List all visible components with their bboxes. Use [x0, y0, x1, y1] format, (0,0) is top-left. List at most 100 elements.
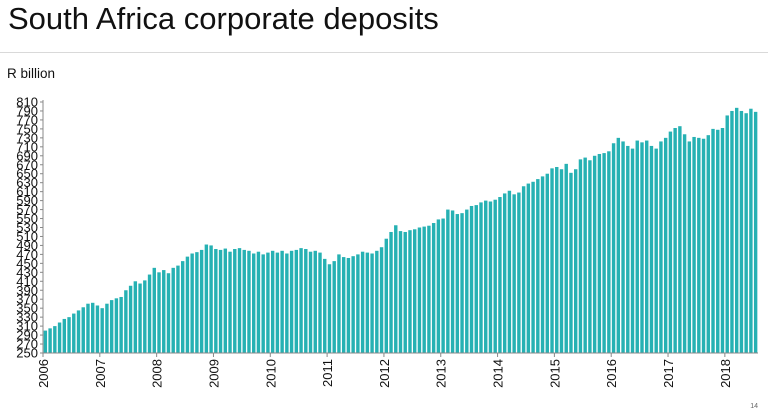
bar [57, 322, 62, 353]
y-axis-tick-labels: 2502702903103303503703904104304504704905… [16, 95, 38, 361]
bar [645, 140, 649, 353]
bar [72, 313, 76, 353]
bar [152, 267, 156, 353]
y-tick-label: 410 [16, 274, 38, 289]
bar [171, 267, 175, 353]
bar [394, 225, 398, 353]
bar [280, 250, 284, 353]
bar [204, 244, 209, 353]
bar [76, 310, 81, 353]
bar [512, 194, 516, 353]
x-axis-tick-labels: 2006 2007 2008 2009 2010 2011 2012 2013 2014 2015… [36, 359, 733, 388]
bar [640, 142, 644, 353]
bar [531, 181, 535, 353]
bar [285, 253, 289, 353]
bar [607, 151, 611, 353]
bar [502, 193, 507, 353]
bar [569, 172, 573, 353]
bar [488, 201, 493, 353]
y-tick-label: 690 [16, 148, 38, 163]
bar [413, 229, 417, 353]
bar [626, 145, 630, 353]
bar [53, 326, 57, 353]
bar [147, 274, 152, 353]
bar [559, 169, 564, 353]
bar [474, 205, 478, 353]
x-tick-label: 2015 [547, 359, 562, 388]
bar [86, 303, 90, 353]
bar [370, 253, 374, 353]
bar [701, 138, 706, 353]
bar [289, 250, 294, 353]
bar [436, 219, 441, 353]
y-tick-label: 350 [16, 301, 38, 316]
bar [294, 249, 299, 353]
y-tick-label: 510 [16, 229, 38, 244]
bar [389, 231, 393, 353]
bar [199, 249, 204, 353]
bar [43, 330, 48, 353]
bar [744, 113, 748, 354]
bar [616, 137, 621, 353]
bar [668, 131, 673, 353]
bar [597, 153, 602, 353]
bar [384, 238, 388, 353]
y-tick-label: 790 [16, 103, 38, 118]
bar [91, 302, 95, 353]
x-tick-label: 2011 [320, 359, 335, 387]
bar [223, 248, 228, 353]
bar [749, 108, 753, 353]
bar [592, 155, 597, 353]
bar [351, 256, 355, 353]
bar [649, 145, 654, 353]
bar [109, 300, 114, 353]
bar [270, 250, 275, 353]
bar [157, 272, 161, 353]
bar [659, 141, 663, 353]
bar [573, 169, 578, 353]
bar [114, 298, 119, 353]
bar [697, 137, 701, 353]
y-tick-label: 670 [16, 157, 38, 172]
y-tick-label: 330 [16, 310, 38, 325]
bar [455, 214, 460, 353]
bar [252, 253, 256, 353]
bar [318, 252, 322, 353]
y-tick-label: 390 [16, 283, 38, 298]
x-tick-label: 2016 [604, 359, 619, 388]
bar [635, 140, 639, 353]
bar [356, 254, 360, 353]
bar [124, 290, 128, 353]
bar [105, 303, 109, 353]
y-tick-label: 310 [16, 319, 38, 334]
y-tick-label: 650 [16, 166, 38, 181]
bar [465, 209, 469, 353]
bar [417, 227, 422, 353]
bar [479, 202, 483, 353]
bar [218, 249, 223, 353]
x-tick-label: 2010 [263, 359, 278, 388]
y-tick-label: 370 [16, 292, 38, 307]
bar [441, 218, 445, 353]
bar [95, 305, 100, 353]
x-tick-label: 2018 [718, 359, 733, 388]
bar [526, 183, 531, 353]
bar [62, 318, 67, 353]
bar [337, 254, 341, 353]
bar [266, 252, 270, 353]
bar [498, 197, 502, 353]
y-tick-label: 470 [16, 247, 38, 262]
bar [536, 179, 540, 353]
x-tick-label: 2017 [661, 359, 676, 388]
bar [166, 273, 171, 353]
bar [180, 261, 185, 353]
bar [247, 250, 251, 353]
bar [403, 231, 407, 353]
bar [304, 249, 308, 353]
bar [48, 328, 52, 353]
y-tick-label: 430 [16, 265, 38, 280]
bar [162, 270, 166, 353]
bar [256, 251, 261, 353]
bar [190, 253, 194, 353]
bar [555, 166, 559, 353]
